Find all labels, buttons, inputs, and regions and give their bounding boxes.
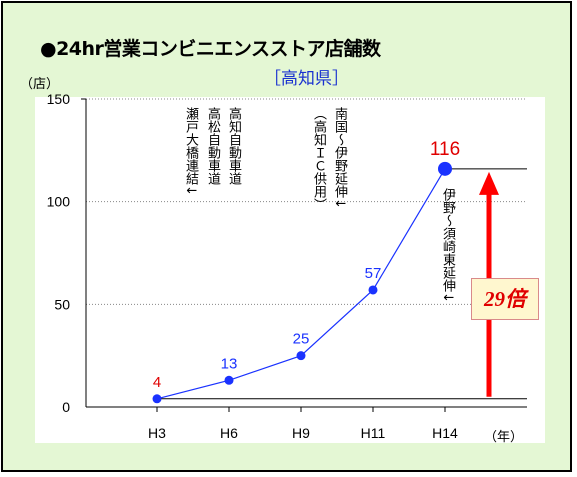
data-point: [368, 285, 378, 295]
data-point: [438, 161, 452, 176]
x-tick-label: H3: [148, 425, 166, 441]
chart-title: ●24hr営業コンビニエンスストア店舗数: [40, 38, 381, 60]
data-point: [224, 375, 234, 385]
annotation-takamatsu-expressway: 高松自動車道: [205, 107, 220, 185]
plot-panel: [35, 97, 545, 443]
annotation-kochi-ic: （高知ＩＣ供用）: [311, 107, 326, 211]
chart-frame: [1, 1, 572, 472]
annotation-ino-susaki: 伊野～須崎東延伸↓: [440, 188, 455, 303]
y-tick-label: 150: [47, 91, 71, 107]
chart-subtitle: ［高知県］: [264, 69, 349, 89]
y-tick-label: 0: [62, 399, 70, 415]
x-tick-label: H6: [220, 425, 238, 441]
y-axis-unit: （店）: [20, 77, 60, 92]
x-tick-label: H9: [292, 425, 310, 441]
data-label: 116: [430, 139, 460, 160]
growth-arrow-head: [479, 171, 499, 195]
y-tick-label: 50: [54, 296, 70, 312]
data-point: [152, 394, 162, 404]
x-tick-label: H11: [361, 425, 386, 441]
data-label: 13: [221, 355, 238, 372]
y-tick-label: 100: [47, 194, 71, 210]
x-axis-unit: （年）: [484, 430, 524, 445]
data-point: [296, 351, 306, 361]
series-line: [156, 168, 446, 400]
data-label: 25: [293, 331, 310, 348]
growth-label: 29倍: [471, 278, 539, 320]
annotation-kochi-expressway: 高知自動車道: [226, 107, 241, 185]
annotation-seto-ohashi: 瀬戸大橋連結↓: [183, 107, 198, 196]
x-tick-label: H14: [432, 425, 458, 441]
data-label: 57: [365, 265, 382, 282]
annotation-nankoku-ino: 南国～伊野延伸↓: [332, 107, 347, 209]
data-label: 4: [153, 374, 161, 391]
